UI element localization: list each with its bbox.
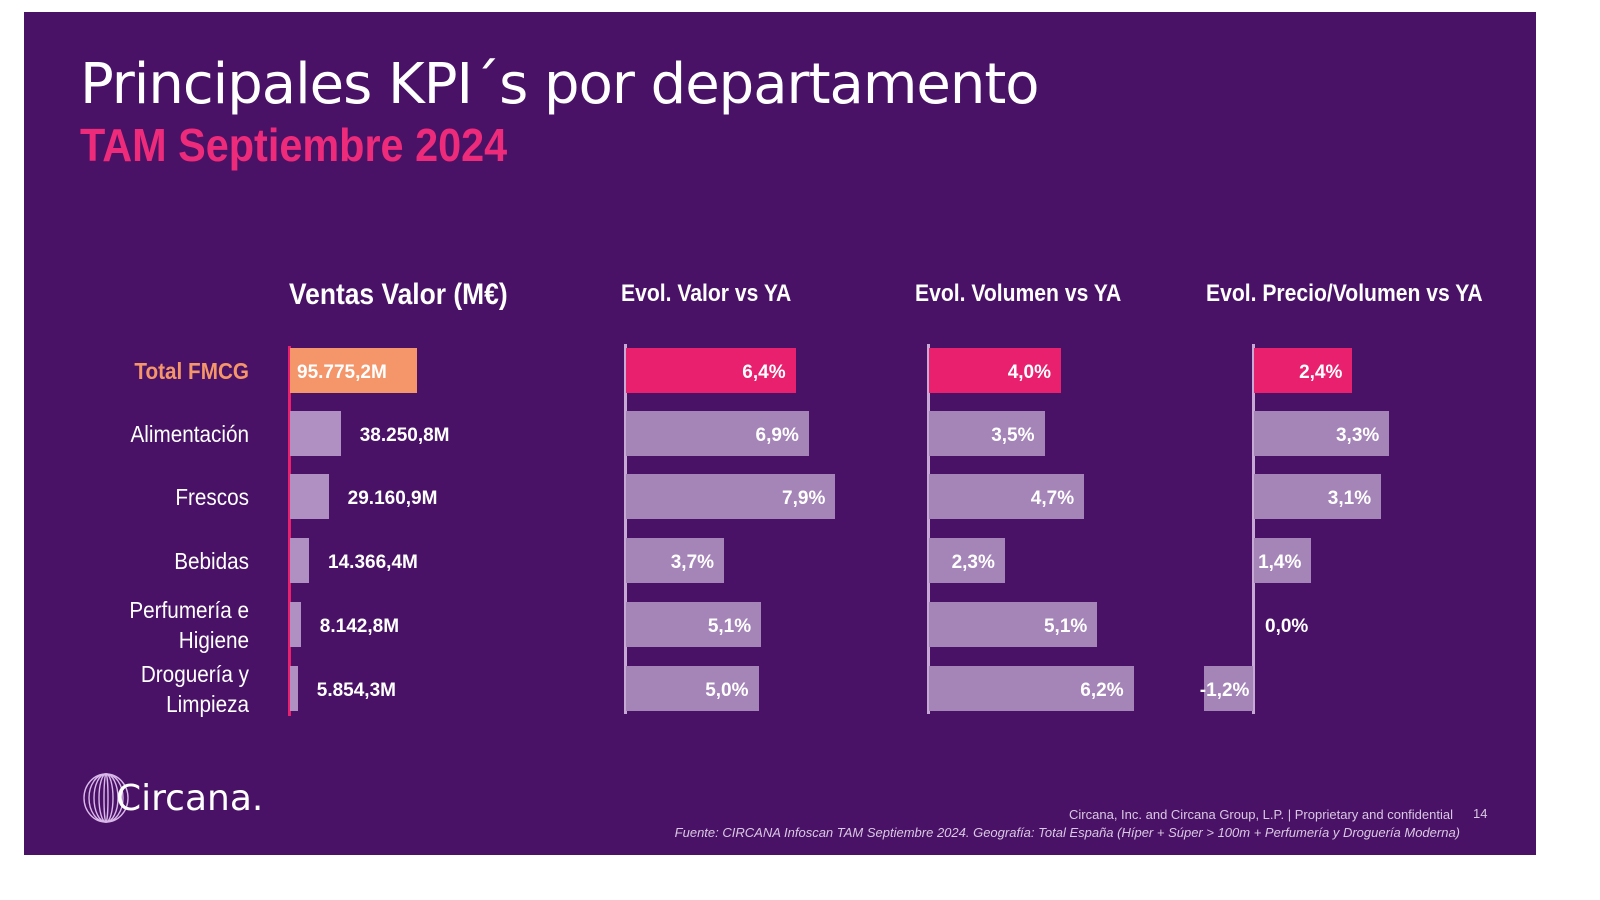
data-label: 5.854,3M	[316, 680, 396, 701]
page-number: 14	[1473, 806, 1488, 821]
bar	[1254, 474, 1382, 519]
data-label: 95.775,2M	[297, 362, 387, 383]
bar	[626, 602, 762, 647]
axis-line	[624, 344, 627, 714]
category-label: Perfumería e Higiene	[129, 597, 249, 653]
axis-line	[927, 344, 930, 714]
axis-line	[1252, 344, 1255, 714]
bar	[626, 474, 836, 519]
bar	[290, 538, 310, 583]
circana-logo: Circana.	[82, 772, 263, 824]
panel-title-evol-precio: Evol. Precio/Volumen vs YA	[1206, 280, 1483, 307]
globe-icon	[83, 773, 129, 823]
data-label: 0,0%	[1265, 616, 1309, 637]
bar	[290, 666, 298, 711]
data-label: 1,4%	[1258, 552, 1302, 573]
category-label: Alimentación	[130, 421, 249, 447]
bar	[929, 602, 1098, 647]
bar	[929, 348, 1061, 393]
data-label: 4,7%	[1030, 488, 1075, 509]
data-label: 3,1%	[1327, 488, 1372, 509]
category-label: Droguería y Limpieza	[140, 661, 249, 717]
data-label: 8.142,8M	[319, 616, 400, 637]
data-label: 3,5%	[991, 425, 1035, 446]
category-label: Bebidas	[174, 548, 249, 574]
source-note: Fuente: CIRCANA Infoscan TAM Septiembre …	[674, 825, 1460, 840]
bar	[929, 474, 1085, 519]
category-label: Frescos	[175, 484, 249, 510]
data-label: 7,9%	[782, 488, 826, 509]
panel-title-evol-valor: Evol. Valor vs YA	[621, 280, 792, 307]
data-label: 3,3%	[1335, 425, 1380, 446]
bar	[1203, 666, 1253, 711]
bar	[626, 348, 796, 393]
bar	[626, 666, 759, 711]
data-label: 2,3%	[951, 552, 995, 573]
data-label: 5,1%	[1043, 616, 1088, 637]
data-label: 29.160,9M	[347, 488, 438, 509]
category-label: Total FMCG	[134, 358, 249, 384]
panel-title-evol-volumen: Evol. Volumen vs YA	[915, 280, 1122, 307]
logo-text: Circana.	[116, 777, 264, 819]
bar	[929, 666, 1134, 711]
data-label: 4,0%	[1007, 362, 1051, 383]
data-label: 3,7%	[670, 552, 715, 573]
bar	[626, 411, 809, 456]
data-label: 5,0%	[705, 680, 749, 701]
data-label: 6,2%	[1080, 680, 1124, 701]
bar	[290, 411, 341, 456]
data-label: 6,9%	[755, 425, 799, 446]
data-label: 2,4%	[1299, 362, 1343, 383]
data-label: -1,2%	[1199, 680, 1250, 701]
data-label: 6,4%	[742, 362, 786, 383]
page-subtitle: TAM Septiembre 2024	[80, 119, 508, 171]
bar	[929, 411, 1045, 456]
bar	[290, 602, 301, 647]
page-title: Principales KPI´s por departamento	[80, 52, 1040, 117]
bar	[1254, 538, 1312, 583]
bar	[290, 348, 417, 393]
bar	[290, 474, 329, 519]
bar	[1254, 348, 1353, 393]
data-label: 38.250,8M	[359, 425, 450, 446]
data-label: 5,1%	[707, 616, 752, 637]
bar	[626, 538, 725, 583]
confidential-note: Circana, Inc. and Circana Group, L.P. | …	[1069, 807, 1453, 822]
axis-line	[288, 346, 291, 716]
bar	[929, 538, 1005, 583]
bar	[1254, 411, 1390, 456]
data-label: 14.366,4M	[328, 552, 418, 573]
panel-title-ventas: Ventas Valor (M€)	[289, 278, 508, 311]
